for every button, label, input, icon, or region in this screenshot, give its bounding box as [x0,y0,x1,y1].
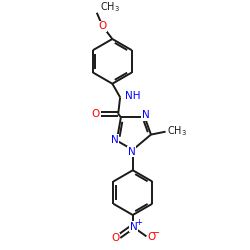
Text: N: N [111,135,119,145]
Text: O: O [92,109,100,119]
Text: CH$_3$: CH$_3$ [100,0,120,14]
Text: −: − [152,228,160,238]
Text: N: N [142,110,150,120]
Text: +: + [135,218,142,227]
Text: CH$_3$: CH$_3$ [167,124,187,138]
Text: O: O [147,232,156,242]
Text: O: O [98,21,107,31]
Text: O: O [111,233,120,243]
Text: N: N [128,147,136,157]
Text: N: N [130,222,138,232]
Text: NH: NH [125,91,140,101]
